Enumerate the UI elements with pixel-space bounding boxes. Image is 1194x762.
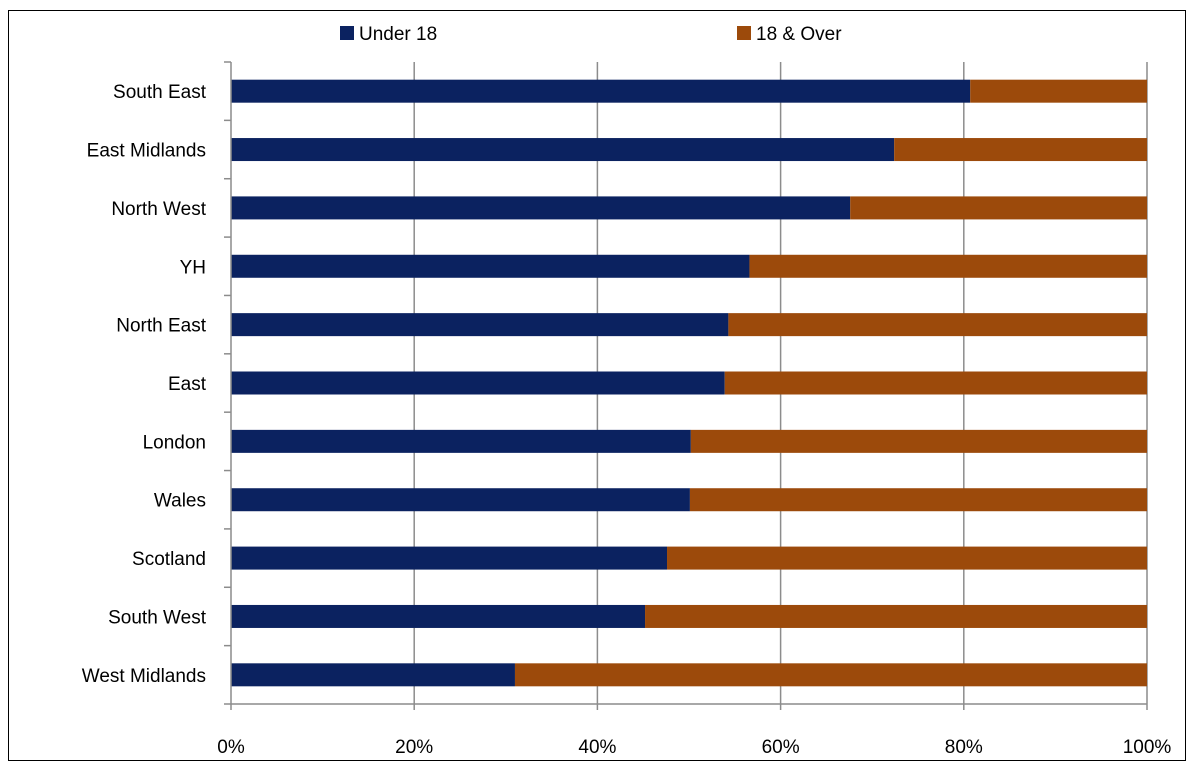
category-label: South East [113, 82, 207, 103]
legend-swatch [737, 26, 751, 40]
axes: 0% 20% 40% 60% 80% 100% South East East Midland… [82, 61, 1172, 758]
bar-under-18 [231, 254, 750, 278]
bar-18-and-over [645, 604, 1147, 628]
x-tick-label: 20% [395, 737, 433, 758]
bars [231, 79, 1147, 687]
bar-under-18 [231, 196, 851, 220]
bar-18-and-over [728, 313, 1147, 337]
bar-under-18 [231, 429, 691, 453]
legend: Under 18 18 & Over [340, 24, 842, 45]
bar-under-18 [231, 79, 971, 103]
bar-18-and-over [970, 79, 1147, 103]
category-label: North East [116, 316, 206, 337]
category-label: West Midlands [82, 666, 206, 687]
bar-18-and-over [850, 196, 1147, 220]
bar-under-18 [231, 313, 729, 337]
bar-18-and-over [690, 429, 1147, 453]
category-label: North West [111, 199, 206, 220]
x-tick-label: 40% [578, 737, 616, 758]
bar-18-and-over [894, 138, 1147, 162]
bar-under-18 [231, 371, 725, 395]
bar-18-and-over [689, 488, 1147, 512]
bar-under-18 [231, 663, 515, 687]
bar-under-18 [231, 138, 895, 162]
x-tick-label: 100% [1123, 737, 1172, 758]
category-label: Scotland [132, 549, 206, 570]
bar-under-18 [231, 546, 668, 570]
bar-18-and-over [514, 663, 1147, 687]
x-tick-label: 80% [945, 737, 983, 758]
x-tick-label: 0% [217, 737, 245, 758]
category-label: London [143, 432, 206, 453]
legend-label: Under 18 [359, 24, 437, 45]
x-tick-label: 60% [762, 737, 800, 758]
bar-18-and-over [749, 254, 1147, 278]
category-label: YH [180, 257, 206, 278]
category-label: East [168, 374, 207, 395]
bar-18-and-over [667, 546, 1147, 570]
category-label: South West [108, 607, 207, 628]
bar-under-18 [231, 604, 646, 628]
category-label: Wales [154, 491, 206, 512]
legend-swatch [340, 26, 354, 40]
bar-18-and-over [724, 371, 1147, 395]
category-label: East Midlands [87, 141, 206, 162]
bar-under-18 [231, 488, 690, 512]
legend-label: 18 & Over [756, 24, 842, 45]
